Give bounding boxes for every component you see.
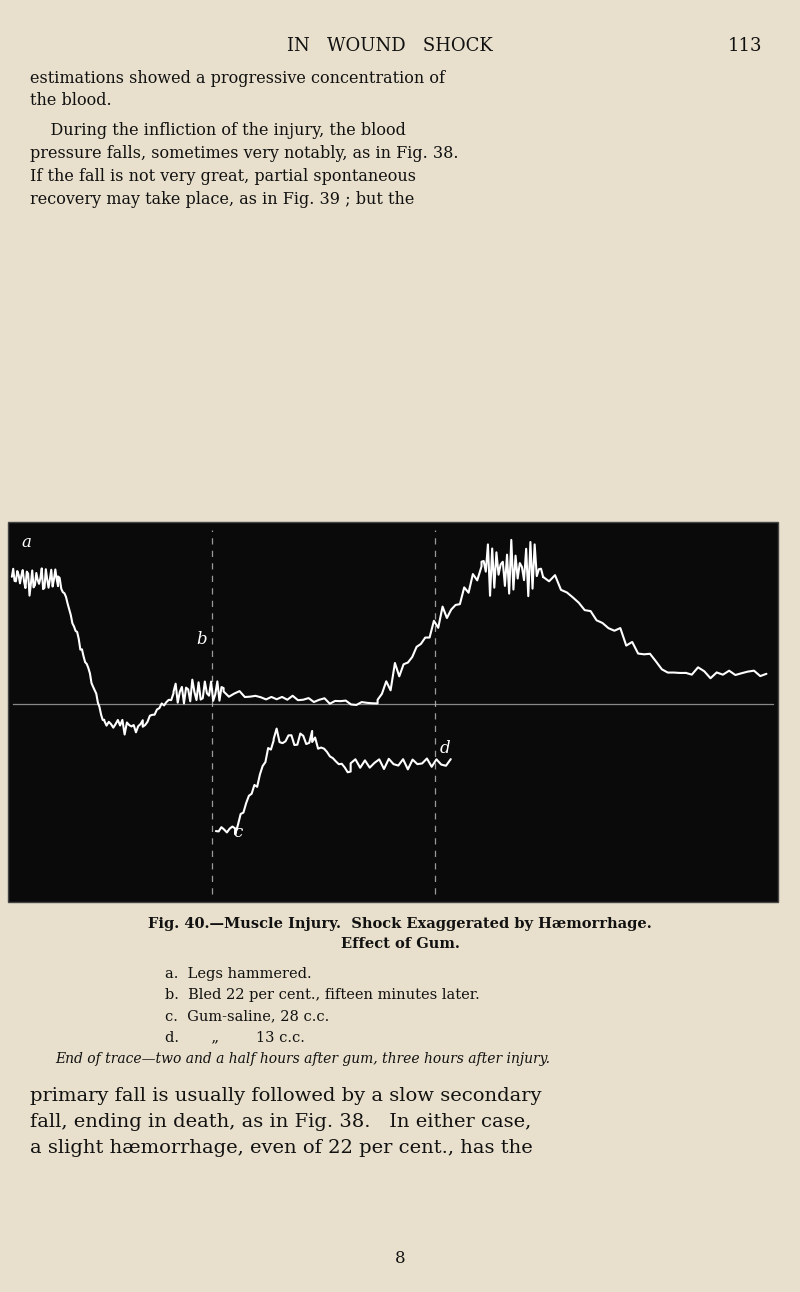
Bar (8, 522, 778, 902)
Text: estimations showed a progressive concentration of: estimations showed a progressive concent… (30, 70, 445, 87)
Text: Effect of Gum.: Effect of Gum. (341, 937, 459, 951)
Text: End of trace—two and a half hours after gum, three hours after injury.: End of trace—two and a half hours after … (55, 1052, 550, 1066)
Text: c: c (233, 824, 242, 841)
Text: IN   WOUND   SHOCK: IN WOUND SHOCK (287, 37, 493, 56)
Text: 113: 113 (728, 37, 762, 56)
Text: the blood.: the blood. (30, 92, 112, 109)
Text: a.  Legs hammered.: a. Legs hammered. (165, 966, 312, 981)
Text: a: a (22, 534, 32, 550)
Text: recovery may take place, as in Fig. 39 ; but the: recovery may take place, as in Fig. 39 ;… (30, 191, 414, 208)
Text: d: d (439, 740, 450, 757)
Text: b.  Bled 22 per cent., fifteen minutes later.: b. Bled 22 per cent., fifteen minutes la… (165, 988, 480, 1003)
Text: b: b (197, 632, 207, 649)
Text: a slight hæmorrhage, even of 22 per cent., has the: a slight hæmorrhage, even of 22 per cent… (30, 1140, 533, 1158)
Text: 8: 8 (394, 1249, 406, 1267)
Text: primary fall is usually followed by a slow secondary: primary fall is usually followed by a sl… (30, 1087, 542, 1105)
Text: If the fall is not very great, partial spontaneous: If the fall is not very great, partial s… (30, 168, 416, 185)
Text: Fig. 40.—Muscle Injury.  Shock Exaggerated by Hæmorrhage.: Fig. 40.—Muscle Injury. Shock Exaggerate… (148, 917, 652, 932)
Text: d.       „        13 c.c.: d. „ 13 c.c. (165, 1030, 305, 1044)
Text: c.  Gum-saline, 28 c.c.: c. Gum-saline, 28 c.c. (165, 1009, 330, 1023)
Text: fall, ending in death, as in Fig. 38.   In either case,: fall, ending in death, as in Fig. 38. In… (30, 1112, 531, 1130)
Text: During the infliction of the injury, the blood: During the infliction of the injury, the… (30, 121, 406, 140)
Text: pressure falls, sometimes very notably, as in Fig. 38.: pressure falls, sometimes very notably, … (30, 145, 458, 162)
